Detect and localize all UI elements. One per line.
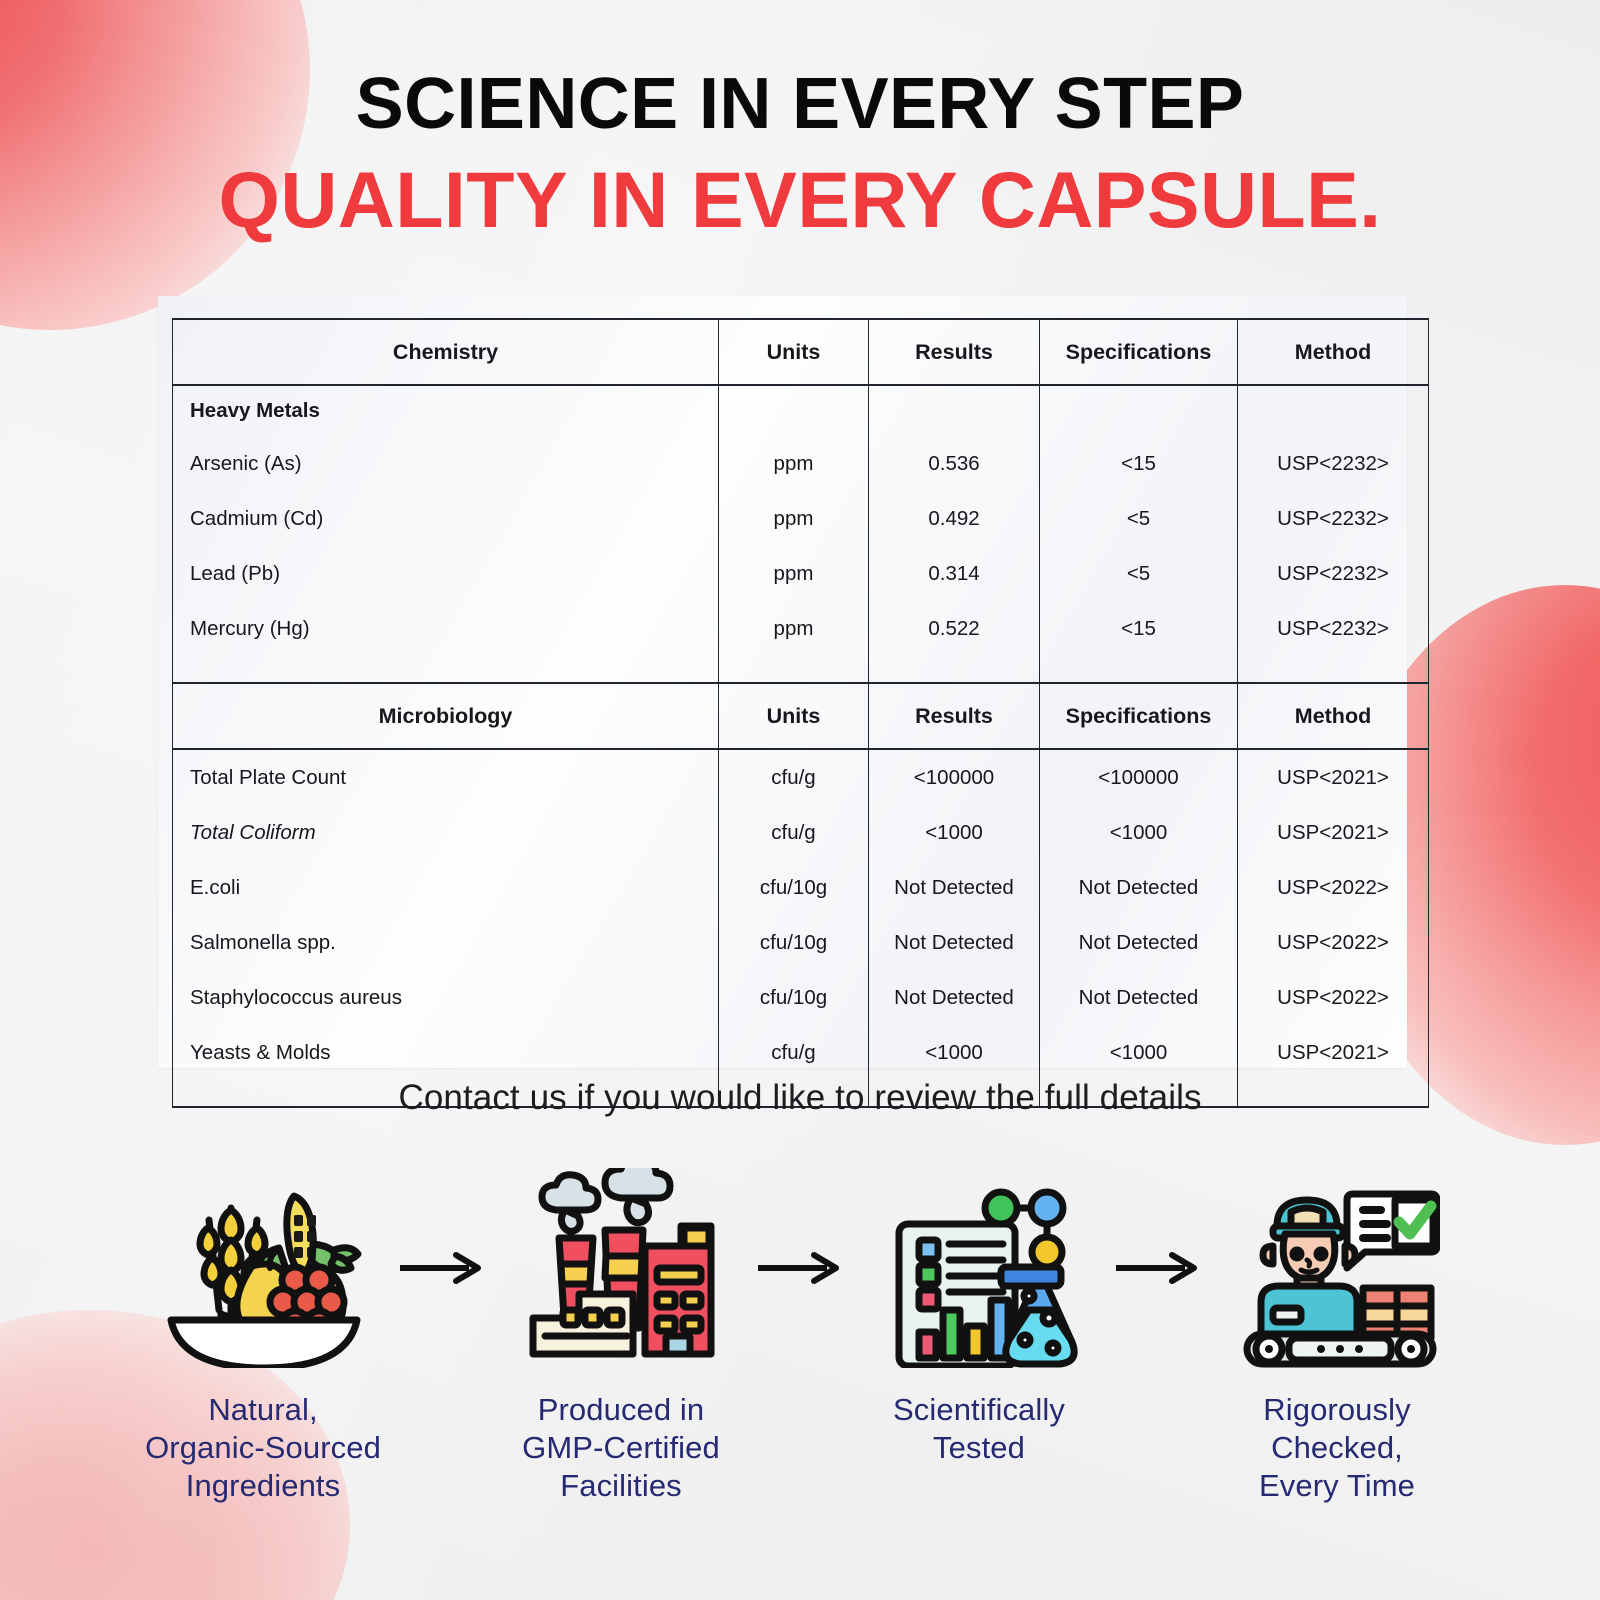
group-label: Heavy Metals [172, 385, 719, 436]
table-group-heavy-metals: Heavy Metals [172, 385, 1429, 436]
column-header-specifications-micro: Specifications [1039, 682, 1238, 750]
right-arrow-icon [1114, 1160, 1202, 1375]
table-row: Total Coliform cfu/g <1000 <1000 USP<202… [172, 805, 1429, 860]
column-header-chemistry: Chemistry [172, 318, 719, 386]
column-header-microbiology: Microbiology [172, 682, 719, 750]
table-row: Yeasts & Molds cfu/g <1000 <1000 USP<202… [172, 1025, 1429, 1080]
qc-worker-icon [1235, 1160, 1440, 1375]
table-row: Staphylococcus aureus cfu/10g Not Detect… [172, 970, 1429, 1025]
column-header-results-micro: Results [868, 682, 1040, 750]
table-row: Total Plate Count cfu/g <100000 <100000 … [172, 749, 1429, 805]
contact-caption: Contact us if you would like to review t… [398, 1078, 1202, 1117]
process-step-4-label: Rigorously Checked, Every Time [1258, 1392, 1416, 1503]
spacer-row [172, 656, 1429, 683]
column-header-method-micro: Method [1237, 682, 1429, 750]
process-step-2-label: Produced in GMP-Certified Facilities [522, 1392, 720, 1503]
microbiology-header-row: Microbiology Units Results Specification… [172, 682, 1429, 750]
process-step-2: Produced in GMP-Certified Facilities [486, 1160, 756, 1504]
table-row: Arsenic (As) ppm 0.536 <15 USP<2232> [172, 436, 1429, 491]
process-step-3: Scientifically Tested [844, 1160, 1114, 1467]
table-row: Cadmium (Cd) ppm 0.492 <5 USP<2232> [172, 491, 1429, 546]
spacer-row [172, 1080, 1429, 1108]
headline-block: SCIENCE IN EVERY STEP QUALITY IN EVERY C… [0, 68, 1600, 239]
headline-line-1: SCIENCE IN EVERY STEP [355, 64, 1245, 144]
process-step-4: Rigorously Checked, Every Time [1202, 1160, 1472, 1504]
certificate-of-analysis-table: Chemistry Units Results Specifications M… [172, 318, 1429, 1108]
column-header-method: Method [1237, 318, 1429, 386]
headline-line-2: QUALITY IN EVERY CAPSULE. [218, 155, 1382, 244]
process-step-1: Natural, Organic-Sourced Ingredients [128, 1160, 398, 1504]
column-header-units-micro: Units [718, 682, 869, 750]
chemistry-header-row: Chemistry Units Results Specifications M… [172, 318, 1429, 386]
factory-icon [521, 1160, 721, 1375]
right-arrow-icon [398, 1160, 486, 1375]
lab-flask-chart-icon [879, 1160, 1079, 1375]
produce-bowl-icon [161, 1160, 366, 1375]
right-arrow-icon [756, 1160, 844, 1375]
table-row: Salmonella spp. cfu/10g Not Detected Not… [172, 915, 1429, 970]
coa-table-panel: Chemistry Units Results Specifications M… [158, 296, 1429, 1108]
table-row: Lead (Pb) ppm 0.314 <5 USP<2232> [172, 546, 1429, 601]
table-row: E.coli cfu/10g Not Detected Not Detected… [172, 860, 1429, 915]
column-header-units: Units [718, 318, 869, 386]
column-header-specifications: Specifications [1039, 318, 1238, 386]
process-steps-strip: Natural, Organic-Sourced Ingredients [0, 1160, 1600, 1580]
column-header-results: Results [868, 318, 1040, 386]
process-step-1-label: Natural, Organic-Sourced Ingredients [145, 1392, 381, 1503]
table-row: Mercury (Hg) ppm 0.522 <15 USP<2232> [172, 601, 1429, 656]
process-step-3-label: Scientifically Tested [893, 1392, 1065, 1465]
